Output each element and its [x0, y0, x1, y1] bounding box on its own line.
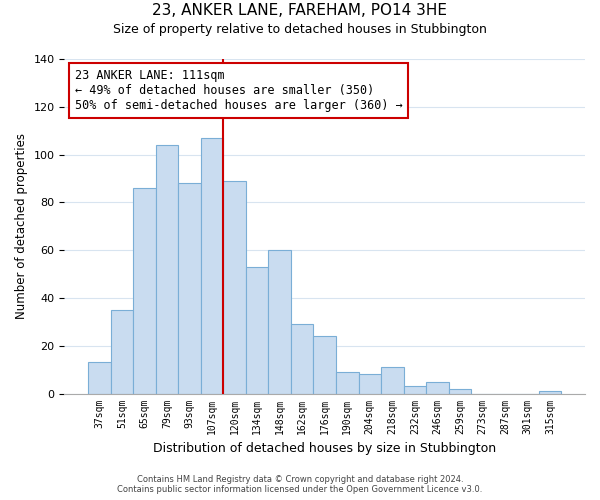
- Bar: [223, 181, 246, 394]
- Bar: [246, 267, 268, 394]
- Bar: [133, 188, 155, 394]
- Text: Contains HM Land Registry data © Crown copyright and database right 2024.
Contai: Contains HM Land Registry data © Crown c…: [118, 475, 482, 494]
- Bar: [539, 391, 562, 394]
- Bar: [313, 336, 336, 394]
- Bar: [110, 310, 133, 394]
- Bar: [426, 382, 449, 394]
- Text: Size of property relative to detached houses in Stubbington: Size of property relative to detached ho…: [113, 22, 487, 36]
- Bar: [449, 389, 471, 394]
- Bar: [201, 138, 223, 394]
- Text: 23 ANKER LANE: 111sqm
← 49% of detached houses are smaller (350)
50% of semi-det: 23 ANKER LANE: 111sqm ← 49% of detached …: [75, 69, 403, 112]
- Bar: [268, 250, 291, 394]
- Bar: [359, 374, 381, 394]
- Y-axis label: Number of detached properties: Number of detached properties: [15, 134, 28, 320]
- Bar: [178, 184, 201, 394]
- Bar: [291, 324, 313, 394]
- Bar: [336, 372, 359, 394]
- X-axis label: Distribution of detached houses by size in Stubbington: Distribution of detached houses by size …: [153, 442, 496, 455]
- Bar: [155, 145, 178, 394]
- Text: 23, ANKER LANE, FAREHAM, PO14 3HE: 23, ANKER LANE, FAREHAM, PO14 3HE: [152, 3, 448, 18]
- Bar: [88, 362, 110, 394]
- Bar: [404, 386, 426, 394]
- Bar: [381, 368, 404, 394]
